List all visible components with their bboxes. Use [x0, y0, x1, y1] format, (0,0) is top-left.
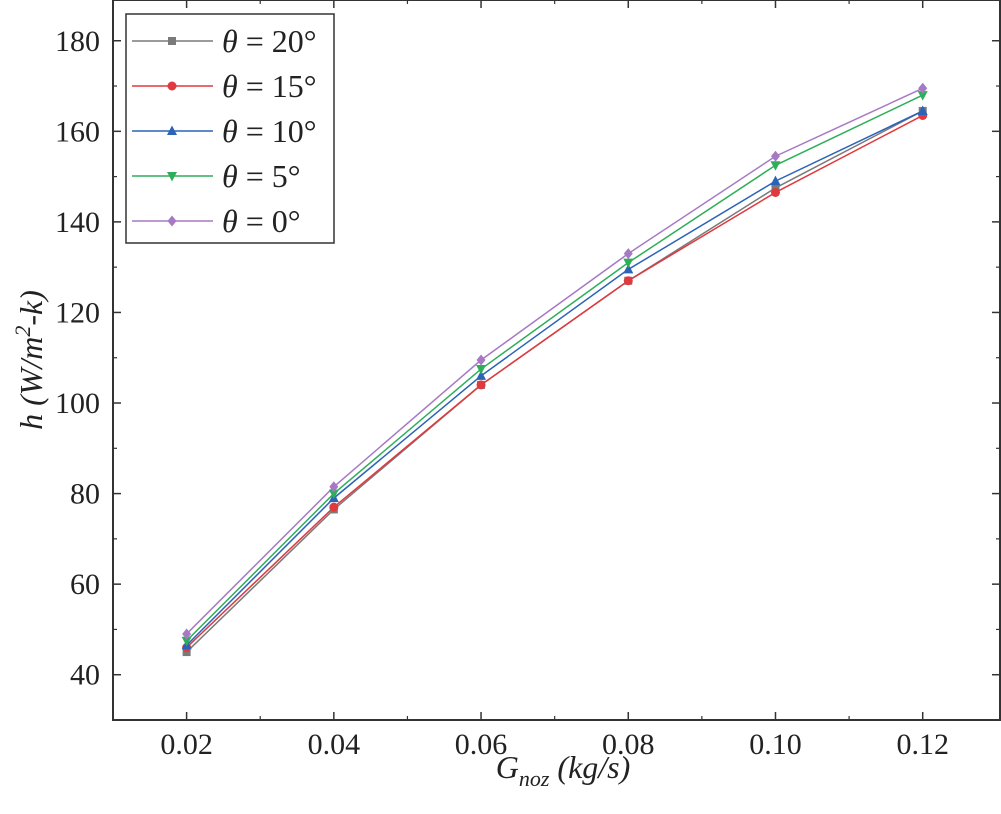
series-line-3 — [186, 94, 924, 642]
series-line-2 — [186, 110, 924, 646]
legend: θ = 20° θ = 15° θ = 10° θ = 5° θ = 0° — [125, 13, 335, 244]
x-tick-label: 0.02 — [160, 728, 213, 761]
major-ticks — [113, 0, 1000, 720]
y-tick-label: 180 — [55, 25, 100, 58]
y-tick-label: 100 — [55, 387, 100, 420]
y-tick-label: 40 — [70, 659, 100, 692]
data-point-series-4 — [770, 150, 780, 162]
data-point-series-2 — [623, 263, 634, 274]
x-axis-title-subscript: noz — [519, 766, 550, 791]
series-lines — [186, 87, 924, 653]
data-point-series-0 — [182, 648, 191, 657]
y-tick-label: 60 — [70, 568, 100, 601]
legend-label: θ = 15° — [222, 68, 317, 104]
legend-marker — [168, 37, 176, 45]
legend-marker — [167, 125, 177, 135]
legend-label: θ = 20° — [222, 23, 317, 59]
x-tick-label: 0.10 — [749, 728, 802, 761]
data-point-series-4 — [918, 82, 928, 94]
y-tick-label: 160 — [55, 115, 100, 148]
data-point-series-2 — [917, 105, 928, 115]
data-point-series-4 — [476, 354, 486, 366]
data-point-series-3 — [476, 365, 487, 375]
y-tick-labels: 40 60 80 100 120 140 160 180 — [55, 25, 100, 692]
series-line-1 — [186, 114, 924, 649]
data-point-series-3 — [328, 489, 339, 500]
data-point-series-2 — [476, 370, 487, 380]
x-axis-title-units: (kg/s) — [549, 749, 630, 785]
data-point-series-1 — [623, 276, 633, 286]
data-point-series-3 — [917, 91, 928, 101]
data-point-series-3 — [770, 161, 781, 171]
y-axis-title-post: -k) — [13, 290, 49, 326]
x-tick-label: 0.12 — [896, 728, 949, 761]
legend-marker — [167, 81, 177, 91]
series-line-4 — [186, 87, 924, 635]
y-axis-title-pre: h (W/m — [13, 337, 49, 430]
legend-label: θ = 5° — [222, 158, 301, 194]
data-point-series-1 — [329, 502, 339, 512]
y-tick-label: 80 — [70, 478, 100, 511]
x-axis-title-main: G — [496, 749, 519, 785]
legend-marker — [167, 172, 177, 182]
data-point-series-3 — [181, 636, 192, 647]
x-tick-labels: 0.02 0.04 0.06 0.08 0.10 0.12 — [160, 728, 949, 761]
y-tick-label: 120 — [55, 296, 100, 329]
data-point-series-4 — [182, 628, 192, 640]
data-point-series-1 — [770, 187, 780, 197]
x-tick-label: 0.04 — [308, 728, 361, 761]
y-tick-label: 140 — [55, 206, 100, 239]
legend-label: θ = 0° — [222, 203, 301, 239]
data-point-series-1 — [476, 380, 486, 390]
data-point-series-0 — [771, 183, 780, 192]
y-axis-title: h (W/m2-k) — [10, 290, 49, 430]
data-point-series-3 — [623, 258, 634, 269]
data-point-series-4 — [329, 481, 339, 493]
x-axis-title: Gnoz (kg/s) — [496, 749, 631, 791]
x-tick-label: 0.06 — [455, 728, 508, 761]
data-point-series-4 — [623, 248, 633, 260]
y-axis-title-superscript: 2 — [10, 326, 35, 337]
legend-marker — [167, 215, 177, 227]
legend-label: θ = 10° — [222, 113, 317, 149]
plot-frame — [112, 0, 1001, 721]
x-tick-label: 0.08 — [602, 728, 655, 761]
legend-box — [125, 13, 335, 244]
data-point-series-2 — [770, 175, 781, 186]
series-markers — [181, 82, 928, 657]
